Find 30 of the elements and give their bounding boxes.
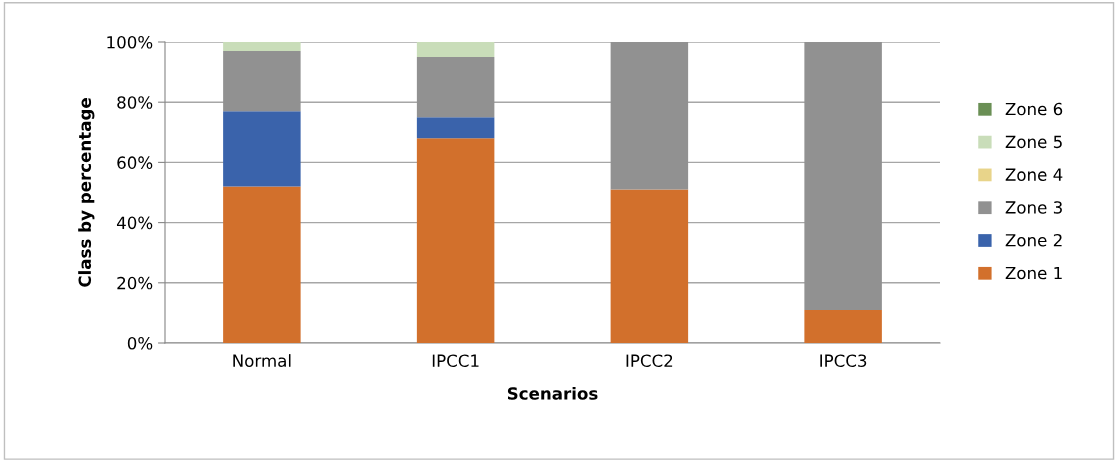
legend-label: Zone 5 <box>1005 135 1062 149</box>
y-tick-label: 20% <box>117 276 153 290</box>
bar <box>804 42 882 310</box>
legend-label: Zone 4 <box>1005 168 1063 181</box>
bar <box>610 189 689 343</box>
bar <box>223 111 301 187</box>
legend-label: Zone 3 <box>1005 201 1062 214</box>
bar <box>610 42 689 190</box>
legend-label: Zone 2 <box>1005 233 1062 247</box>
legend-label: Zone 6 <box>1005 102 1063 116</box>
y-tick-label: 100% <box>107 35 153 49</box>
x-tick-label: IPCC3 <box>820 354 867 368</box>
bar <box>223 186 301 343</box>
x-tick-label: Normal <box>233 354 291 368</box>
bar <box>416 117 495 139</box>
x-tick-label: IPCC2 <box>626 354 673 368</box>
x-tick-label: IPCC1 <box>432 354 479 368</box>
bar <box>223 51 301 112</box>
bar <box>223 42 301 52</box>
y-tick-label: 60% <box>117 156 153 169</box>
bar <box>416 57 495 118</box>
y-tick-label: 80% <box>117 96 153 109</box>
bar <box>416 42 495 58</box>
bar <box>416 138 495 343</box>
bar <box>804 309 882 343</box>
y-tick-label: 0% <box>127 336 153 350</box>
legend-label: Zone 1 <box>1005 266 1062 280</box>
y-tick-label: 40% <box>116 216 153 230</box>
y-axis-title: Class by percentage <box>78 98 95 287</box>
x-axis-title: Scenarios <box>507 386 598 400</box>
